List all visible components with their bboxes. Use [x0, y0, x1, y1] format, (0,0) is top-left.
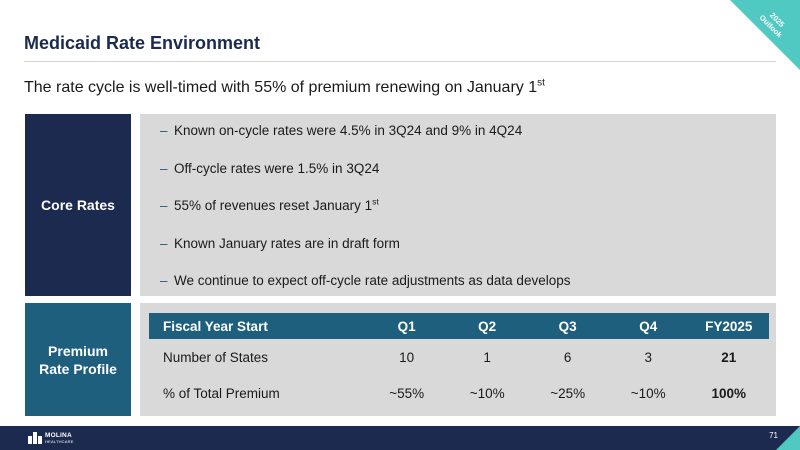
header-q1: Q1 — [366, 313, 447, 339]
bullet-dash: – — [160, 123, 168, 138]
table-row: % of Total Premium ~55% ~10% ~25% ~10% 1… — [149, 375, 769, 411]
row-label: % of Total Premium — [163, 385, 280, 401]
header-fiscal-year-start: Fiscal Year Start — [149, 313, 367, 339]
company-logo: MOLINA HEALTHCARE — [28, 432, 74, 444]
table-cell: 6 — [563, 349, 572, 365]
bullet-text: Known on-cycle rates were 4.5% in 3Q24 a… — [174, 123, 523, 138]
bullet-item: – We continue to expect off-cycle rate ad… — [160, 274, 776, 312]
bullet-dash: – — [160, 235, 168, 251]
table-header-row: Fiscal Year Start Q1 Q2 Q3 Q4 FY2025 — [149, 313, 769, 339]
table-cell: 3 — [644, 349, 652, 365]
subtitle-superscript: st — [537, 77, 545, 89]
bullet-item: –55% of revenues reset January 1st — [160, 196, 776, 237]
premium-rate-table: Fiscal Year Start Q1 Q2 Q3 Q4 FY2025 Num… — [149, 313, 769, 411]
core-rates-label: Core Rates — [25, 114, 131, 296]
table-cell: 10 — [399, 349, 415, 365]
subtitle-text: The rate cycle is well-timed with 55% of… — [24, 79, 538, 96]
bullet-text: Known January rates are in draft form — [174, 235, 400, 251]
core-rates-panel: – Known on-cycle rates were 4.5% in 3Q24 … — [140, 114, 776, 296]
header-q4: Q4 — [607, 313, 689, 339]
premium-rate-profile-label: Premium Rate Profile — [25, 303, 131, 416]
bullet-item: – Off-cycle rates were 1.5% in 3Q24 — [160, 160, 776, 200]
table-cell: 1 — [483, 349, 491, 365]
bullet-dash: – — [160, 160, 168, 176]
header-q3: Q3 — [527, 313, 608, 339]
bullet-text: Off-cycle rates were 1.5% in 3Q24 — [174, 160, 380, 176]
footer-bar: MOLINA HEALTHCARE 71 — [0, 426, 800, 450]
logo-subtext: HEALTHCARE — [45, 438, 74, 444]
slide-subtitle: The rate cycle is well-timed with 55% of… — [24, 77, 545, 97]
header-q2: Q2 — [446, 313, 528, 339]
slide-title: Medicaid Rate Environment — [24, 33, 261, 53]
table-row: Number of States 10 1 6 3 21 — [149, 339, 769, 375]
table-cell: ~10% — [630, 385, 666, 401]
table-cell: ~10% — [469, 385, 505, 401]
bullet-dash: – — [160, 273, 168, 288]
logo-name: MOLINA — [45, 431, 72, 439]
table-cell: ~55% — [389, 385, 425, 401]
bullet-text: 55% of revenues reset January 1st — [174, 196, 379, 213]
bullet-item: – Known January rates are in draft form — [160, 235, 776, 275]
bullet-text: We continue to expect off-cycle rate adj… — [174, 273, 571, 288]
total-cell: 100% — [711, 385, 746, 401]
bullet-item: – Known on-cycle rates were 4.5% in 3Q24 … — [160, 124, 776, 162]
total-cell: 21 — [721, 349, 737, 365]
title-divider — [24, 61, 776, 62]
logo-people-icon — [28, 432, 42, 444]
header-fy2025: FY2025 — [688, 313, 769, 339]
page-number: 71 — [769, 431, 778, 440]
bullet-dash: – — [160, 198, 168, 213]
footer-accent — [776, 426, 800, 450]
table-cell: ~25% — [550, 385, 586, 401]
outlook-ribbon: 2025 Outlook — [730, 0, 800, 70]
row-label: Number of States — [163, 349, 269, 365]
